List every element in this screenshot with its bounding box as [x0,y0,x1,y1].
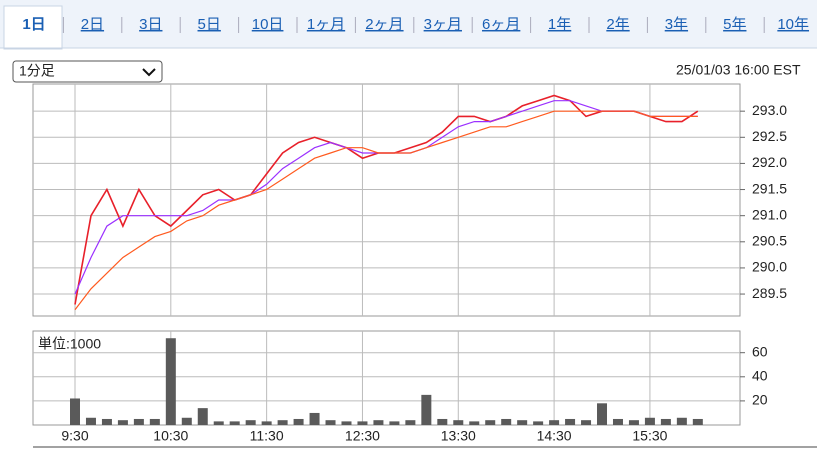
x-tick-label: 15:30 [632,428,667,444]
volume-bar [676,417,687,425]
y-tick-label: 292.0 [752,154,787,170]
volume-bar [373,420,384,425]
x-tick-label: 10:30 [153,428,188,444]
volume-bar [405,420,416,425]
y-tick-label: 291.5 [752,180,787,196]
period-tab[interactable]: 5日 [198,16,221,33]
y-tick-label: 20 [752,392,768,408]
y-tick-label: 290.5 [752,233,787,249]
period-tab[interactable]: 1日 [22,16,45,33]
x-tick-label: 14:30 [537,428,572,444]
period-tab[interactable]: 1ヶ月 [307,16,345,33]
volume-bar [581,420,592,425]
y-tick-label: 290.0 [752,259,787,275]
select-chevron [142,68,156,77]
price-line [74,110,698,311]
volume-bar [85,417,96,425]
volume-bar [261,421,272,425]
period-tab[interactable]: 3年 [665,16,688,33]
volume-bar [485,420,496,425]
volume-bar [533,421,544,425]
period-tab[interactable]: 2日 [81,16,104,33]
volume-bar [389,421,400,425]
volume-bar [245,420,256,425]
volume-bar [165,338,176,425]
y-tick-label: 289.5 [752,285,787,301]
period-tab[interactable]: 6ヶ月 [482,16,520,33]
price-line [74,100,698,295]
volume-bar [421,394,432,425]
unit-label: 単位:1000 [38,336,101,352]
volume-bar [293,418,304,425]
x-tick-label: 9:30 [61,428,88,444]
volume-bar [70,398,80,425]
volume-bar [325,420,336,425]
active-tab-bg [3,5,63,50]
period-tab[interactable]: 2ヶ月 [365,16,403,33]
period-tab[interactable]: 10年 [777,16,809,33]
volume-bar [692,418,703,425]
period-tab[interactable]: 10日 [252,16,284,33]
y-tick-label: 293.0 [752,102,787,118]
volume-bar [549,420,560,425]
volume-bar [517,420,528,425]
volume-bar [101,418,112,425]
tab-bar [0,0,817,48]
y-tick-label: 292.5 [752,128,787,144]
volume-bar [181,417,192,425]
volume-bar [597,403,608,425]
volume-bar [612,418,623,425]
y-tick-label: 291.0 [752,206,787,222]
volume-bar [453,420,464,425]
y-tick-label: 60 [752,343,768,359]
volume-bar [469,421,480,425]
volume-bar [437,418,448,425]
volume-bar [197,408,208,425]
volume-bar [229,421,240,425]
volume-panel [32,330,741,426]
volume-bar [644,417,655,425]
volume-bar [149,418,160,425]
volume-bar [565,418,576,425]
volume-bar [357,421,368,425]
volume-bar [628,420,639,425]
price-panel [32,83,741,317]
volume-bar [117,420,128,425]
y-tick-label: 40 [752,367,768,383]
volume-bar [501,418,512,425]
volume-bar [277,420,288,425]
price-line [74,94,699,305]
timestamp: 25/01/03 16:00 EST [676,62,801,78]
period-tab[interactable]: 5年 [723,16,746,33]
period-tab[interactable]: 1年 [548,16,571,33]
volume-bar [213,421,224,425]
interval-select[interactable] [12,60,163,83]
volume-bar [341,421,352,425]
x-tick-label: 13:30 [441,428,476,444]
x-tick-label: 12:30 [345,428,380,444]
volume-bar [309,412,320,425]
period-tab[interactable]: 3日 [139,16,162,33]
volume-bar [133,418,144,425]
interval-select-label[interactable]: 1分足 [19,63,55,79]
period-tab[interactable]: 3ヶ月 [424,16,462,33]
volume-bar [660,418,671,425]
period-tab[interactable]: 2年 [606,16,629,33]
x-tick-label: 11:30 [250,428,284,444]
